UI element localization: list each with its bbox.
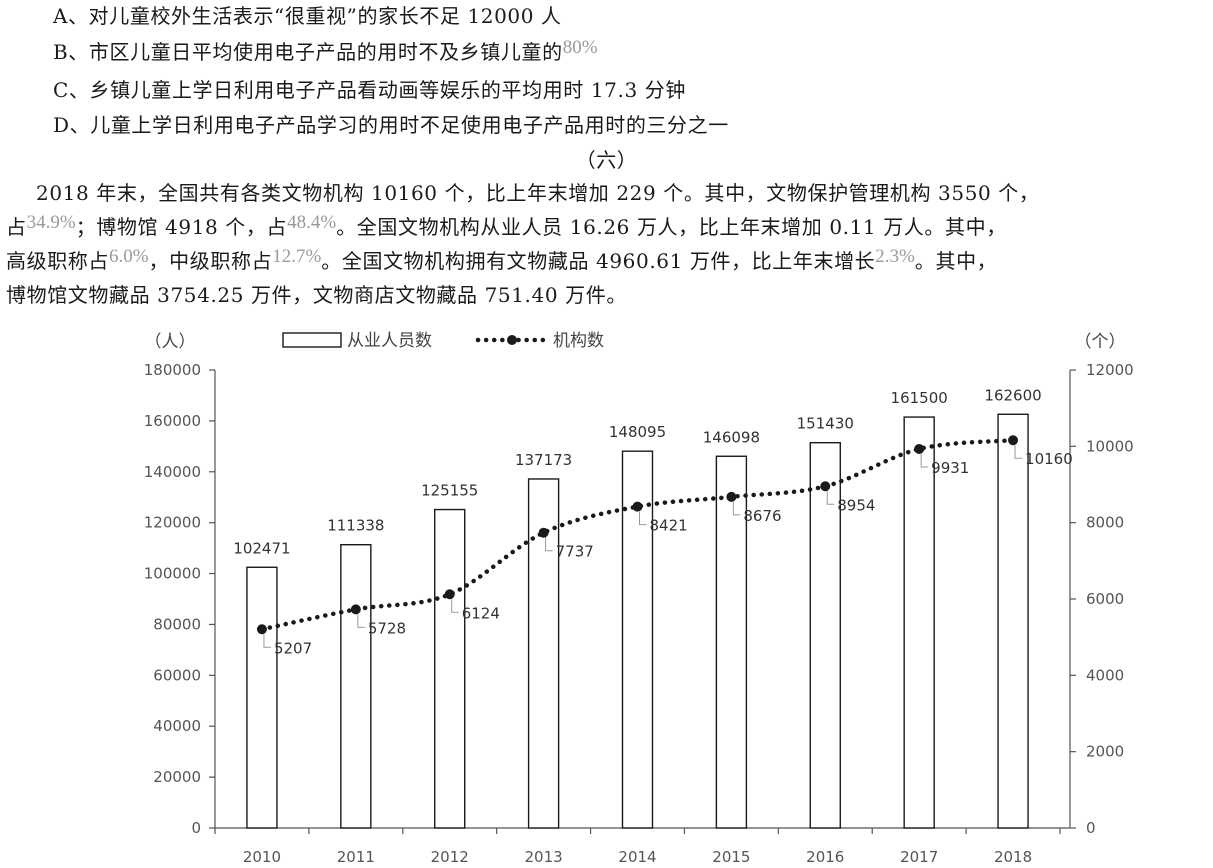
x-tick-label: 2013 — [525, 848, 563, 866]
bar-value-label: 111338 — [327, 517, 384, 535]
right-tick-label: 12000 — [1086, 361, 1134, 379]
legend-line-marker — [507, 335, 517, 345]
line-point — [256, 624, 267, 635]
bar — [621, 450, 654, 829]
left-tick-label: 60000 — [153, 666, 201, 684]
line-point — [1008, 435, 1019, 446]
left-tick-label: 100000 — [144, 565, 201, 583]
right-unit-label: （个） — [1075, 332, 1126, 352]
legend-bar-swatch — [282, 332, 342, 348]
bar-value-label: 151430 — [797, 415, 854, 433]
paragraph-line-3: 高级职称占6.0%，中级职称占12.7%。全国文物机构拥有文物藏品 4960.6… — [6, 246, 998, 273]
left-unit-label: （人） — [145, 332, 196, 352]
line-value-label: 10160 — [1025, 450, 1073, 468]
point-leader-line — [732, 501, 741, 516]
line-point — [444, 589, 455, 600]
bar-value-label: 161500 — [891, 389, 948, 407]
right-tick-label: 6000 — [1086, 590, 1124, 608]
x-tick-label: 2012 — [431, 848, 469, 866]
x-tick-label: 2018 — [994, 848, 1032, 866]
left-tick-label: 80000 — [153, 615, 201, 633]
left-tick-label: 140000 — [144, 463, 201, 481]
line-point — [726, 491, 737, 502]
option-b: B、市区儿童日平均使用电子产品的用时不及乡镇儿童的80% — [53, 37, 598, 64]
section-heading: （六） — [575, 148, 638, 172]
point-leader-line — [451, 599, 459, 613]
option-b-percent: 80% — [562, 37, 598, 58]
data-labels: 102471 111338 125155 137173 148095 146098 1514… — [233, 386, 1072, 657]
left-tick-label: 40000 — [153, 717, 201, 735]
x-tick-label: 2015 — [712, 848, 750, 866]
line-point — [820, 481, 831, 492]
right-tick-label: 2000 — [1086, 743, 1124, 761]
left-tick-label: 160000 — [144, 412, 201, 430]
chart-legend: 从业人员数 机构数 — [282, 331, 604, 351]
right-tick-label: 10000 — [1086, 437, 1134, 455]
left-tick-label: 20000 — [153, 768, 201, 786]
bar — [246, 566, 278, 829]
percent-protection: 34.9% — [26, 212, 76, 233]
point-leader-line — [826, 491, 835, 505]
bar — [997, 413, 1029, 829]
staff-and-institutions-chart: 0200004000060000800001000001200001400001… — [144, 331, 1134, 866]
line-point — [538, 527, 549, 538]
bar-value-label: 102471 — [233, 539, 290, 557]
bar — [340, 544, 372, 829]
line-value-label: 8954 — [837, 496, 875, 514]
line-value-label: 8676 — [743, 507, 781, 525]
line-value-label: 5207 — [274, 639, 312, 657]
bar — [809, 441, 841, 829]
bar-value-label: 137173 — [515, 451, 572, 469]
paragraph-line-4: 博物馆文物藏品 3754.25 万件，文物商店文物藏品 751.40 万件。 — [6, 283, 627, 307]
x-tick-label: 2014 — [618, 848, 656, 866]
line-value-label: 8421 — [650, 517, 688, 535]
point-leader-line — [545, 537, 553, 552]
right-tick-label: 8000 — [1086, 514, 1124, 532]
bar-value-label: 146098 — [703, 428, 760, 446]
bar-value-label: 162600 — [984, 386, 1041, 404]
point-leader-line — [1014, 445, 1023, 459]
left-tick-label: 180000 — [144, 361, 201, 379]
chart-axes: 0200004000060000800001000001200001400001… — [144, 332, 1134, 866]
line-value-label: 7737 — [556, 543, 594, 561]
line-point — [632, 501, 643, 512]
line-value-label: 6124 — [462, 604, 500, 622]
option-a: A、对儿童校外生活表示“很重视”的家长不足 12000 人 — [53, 4, 562, 28]
percent-intermediate: 12.7% — [272, 246, 322, 267]
point-leader-line — [920, 453, 929, 468]
bar-value-label: 148095 — [609, 423, 666, 441]
point-leader-line — [263, 634, 271, 648]
paragraph-line-1: 2018 年末，全国共有各类文物机构 10160 个，比上年末增加 229 个。… — [36, 181, 1040, 205]
option-d: D、儿童上学日利用电子产品学习的用时不足使用电子产品用时的三分之一 — [53, 113, 729, 137]
percent-collection-growth: 2.3% — [875, 246, 915, 267]
bar — [434, 508, 466, 829]
right-tick-label: 0 — [1086, 819, 1096, 837]
option-c: C、乡镇儿童上学日利用电子产品看动画等娱乐的平均用时 17.3 分钟 — [53, 78, 686, 102]
line-series — [256, 435, 1019, 635]
line-value-label: 5728 — [368, 619, 406, 637]
percent-museum: 48.4% — [287, 212, 337, 233]
line-point — [350, 604, 361, 615]
left-tick-label: 0 — [191, 819, 201, 837]
bar — [903, 416, 935, 829]
paragraph-line-2: 占34.9%；博物馆 4918 个，占48.4%。全国文物机构从业人员 16.2… — [6, 212, 1007, 239]
x-tick-label: 2017 — [900, 848, 938, 866]
bar-value-label: 125155 — [421, 482, 478, 500]
line-point — [914, 443, 925, 454]
percent-senior: 6.0% — [109, 246, 149, 267]
bar-series — [246, 413, 1029, 829]
point-leader-line — [639, 511, 647, 526]
legend-line-label: 机构数 — [553, 331, 604, 351]
bar — [715, 455, 748, 829]
legend-bar-label: 从业人员数 — [347, 331, 432, 351]
line-value-label: 9931 — [931, 459, 969, 477]
left-tick-label: 120000 — [144, 514, 201, 532]
point-leader-line — [357, 614, 365, 628]
right-tick-label: 4000 — [1086, 666, 1124, 684]
x-tick-label: 2010 — [243, 848, 281, 866]
x-tick-label: 2011 — [337, 848, 375, 866]
line-path — [259, 437, 1016, 632]
x-tick-label: 2016 — [806, 848, 844, 866]
